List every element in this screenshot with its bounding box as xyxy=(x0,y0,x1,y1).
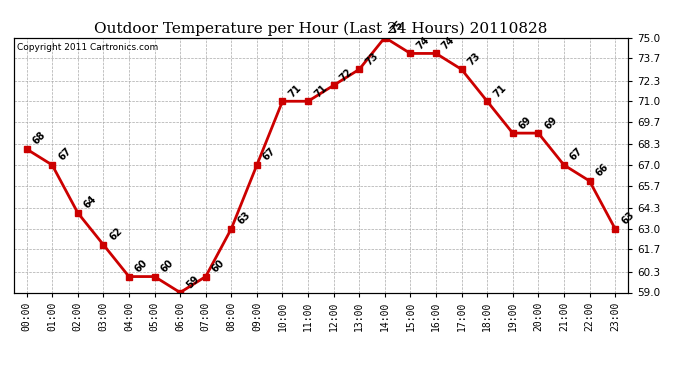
Text: 74: 74 xyxy=(440,34,457,51)
Text: 60: 60 xyxy=(210,258,226,274)
Title: Outdoor Temperature per Hour (Last 24 Hours) 20110828: Outdoor Temperature per Hour (Last 24 Ho… xyxy=(94,22,548,36)
Text: 69: 69 xyxy=(517,114,533,131)
Text: 74: 74 xyxy=(415,34,431,51)
Text: 59: 59 xyxy=(184,274,201,290)
Text: 60: 60 xyxy=(133,258,150,274)
Text: 64: 64 xyxy=(82,194,99,211)
Text: 67: 67 xyxy=(57,146,73,163)
Text: 71: 71 xyxy=(286,82,303,99)
Text: 67: 67 xyxy=(568,146,584,163)
Text: 73: 73 xyxy=(466,51,482,67)
Text: 73: 73 xyxy=(364,51,380,67)
Text: 71: 71 xyxy=(312,82,329,99)
Text: 68: 68 xyxy=(31,130,48,147)
Text: 71: 71 xyxy=(491,82,508,99)
Text: 63: 63 xyxy=(619,210,636,226)
Text: 63: 63 xyxy=(235,210,252,226)
Text: 72: 72 xyxy=(338,66,355,83)
Text: 69: 69 xyxy=(542,114,559,131)
Text: 66: 66 xyxy=(593,162,610,179)
Text: 67: 67 xyxy=(261,146,277,163)
Text: 62: 62 xyxy=(108,226,124,243)
Text: 75: 75 xyxy=(389,19,406,35)
Text: Copyright 2011 Cartronics.com: Copyright 2011 Cartronics.com xyxy=(17,43,158,52)
Text: 60: 60 xyxy=(159,258,175,274)
